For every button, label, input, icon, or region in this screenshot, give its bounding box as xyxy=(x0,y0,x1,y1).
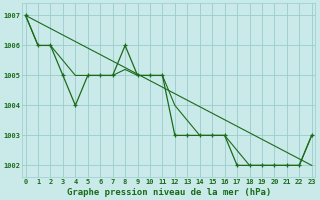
X-axis label: Graphe pression niveau de la mer (hPa): Graphe pression niveau de la mer (hPa) xyxy=(67,188,271,197)
